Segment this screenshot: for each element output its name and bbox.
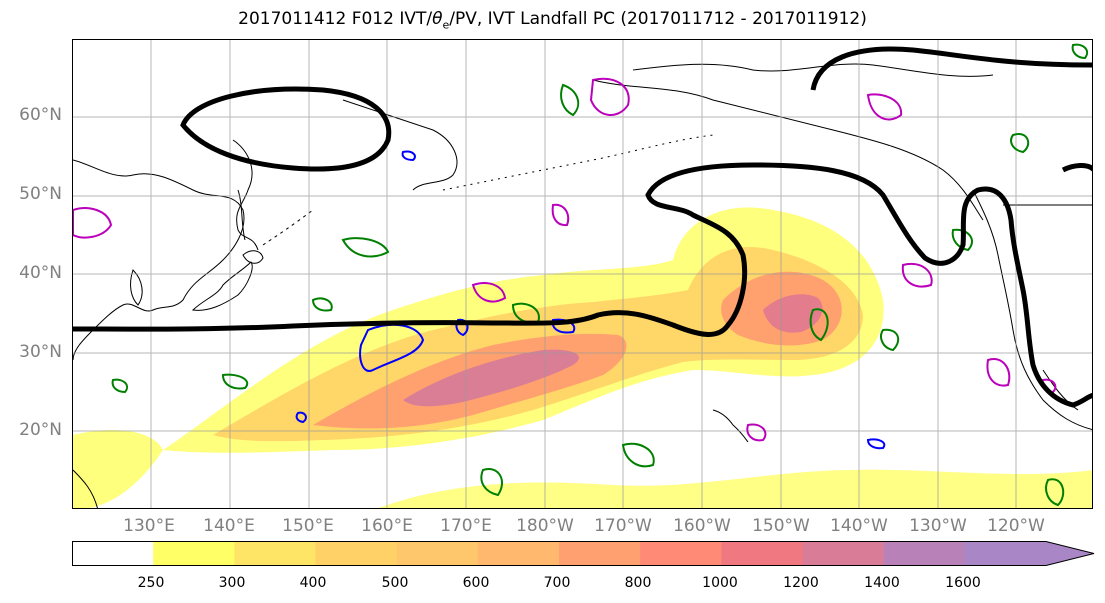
lon-label-170w: 170°W (594, 516, 652, 536)
pv-positive-contour (295, 411, 307, 424)
theta-e-contour (1045, 478, 1065, 507)
pv-negative-contour (589, 77, 630, 116)
ivt-250-south (73, 430, 163, 508)
colorbar-tick-500: 500 (381, 575, 409, 591)
pv-positive-contour (866, 438, 886, 450)
lon-label-140w: 140°W (830, 516, 888, 536)
ivt-shading (73, 207, 1092, 508)
pv-positive-contour (401, 150, 416, 162)
colorbar-tick-1200: 1200 (783, 575, 819, 591)
lat-label-30n: 30°N (19, 342, 62, 362)
alaska-coast (592, 79, 984, 221)
ivt-250-southbelt (378, 469, 1092, 508)
ivt-pc-contour-kamchatka (180, 86, 392, 172)
lon-label-160w: 160°W (673, 516, 731, 536)
philippines (73, 469, 98, 508)
bering-alaska-coast (342, 99, 458, 191)
theta-e-contour (221, 373, 249, 390)
map-panel[interactable] (72, 39, 1093, 509)
colorbar-tick-700: 700 (543, 575, 571, 591)
asia-coastline (73, 159, 245, 361)
hawaii-islands (712, 409, 749, 443)
theta-e-contour (621, 442, 655, 468)
colorbar-segment (315, 541, 398, 566)
pv-negative-contour (73, 207, 113, 239)
pv-negative-contour (551, 203, 570, 227)
theta-e-contour (341, 237, 390, 258)
colorbar (72, 541, 1095, 566)
colorbar-segment (72, 541, 154, 566)
lon-label-160e: 160°E (361, 516, 413, 536)
ivt-1200-east (763, 294, 823, 333)
lon-label-130w: 130°W (909, 516, 967, 536)
lon-label-130e: 130°E (123, 516, 175, 536)
lon-label-150e: 150°E (282, 516, 334, 536)
colorbar-tick-250: 250 (137, 575, 165, 591)
theta-e-contour (809, 308, 829, 342)
lat-label-40n: 40°N (19, 263, 62, 283)
aleutian-islands (442, 134, 714, 191)
colorbar-segment (396, 541, 479, 566)
theta-e-contour (111, 378, 129, 394)
colorbar-tick-1600: 1600 (945, 575, 981, 591)
ivt-pc-contour-arctic (810, 46, 1092, 91)
colorbar-segment (559, 541, 641, 566)
lat-label-20n: 20°N (19, 420, 62, 440)
theta-e-contour (1071, 43, 1089, 60)
colorbar-tick-300: 300 (218, 575, 246, 591)
japan-hokkaido (242, 250, 264, 264)
ivt-1200-core (403, 349, 579, 407)
lon-label-150w: 150°W (752, 516, 810, 536)
colorbar-segment (234, 541, 316, 566)
lon-label-120w: 120°W (987, 516, 1045, 536)
coastlines (73, 63, 1092, 508)
colorbar-segment (640, 541, 722, 566)
pv-negative-contour (746, 423, 767, 442)
ivt-pc-contour-main (73, 162, 1092, 408)
theta-e-contour (880, 328, 900, 352)
theta-e-contour (311, 297, 333, 312)
colorbar-segment (802, 541, 885, 566)
colorbar-segment (477, 541, 560, 566)
colorbar-tick-800: 800 (624, 575, 652, 591)
colorbar-segment (153, 541, 235, 566)
north-america-coast (972, 189, 1092, 430)
pv-negative-contour (866, 93, 903, 121)
colorbar-tick-400: 400 (299, 575, 327, 591)
ivt-pc-contours (73, 46, 1092, 408)
pv-negative-contours (73, 77, 1057, 442)
lon-label-140e: 140°E (203, 516, 255, 536)
lat-label-60n: 60°N (19, 105, 62, 125)
arctic-coast (632, 63, 994, 77)
kuril-islands (262, 209, 314, 246)
sakhalin (237, 189, 246, 241)
pv-positive-contour (359, 323, 425, 372)
map-svg (73, 40, 1092, 508)
pv-negative-contour (471, 282, 507, 303)
theta-e-contour (560, 83, 580, 117)
gridlines (73, 40, 1092, 508)
lon-label-170e: 170°E (440, 516, 492, 536)
lon-label-180w: 180°W (516, 516, 574, 536)
colorbar-tick-1000: 1000 (702, 575, 738, 591)
theta-e-contour (1010, 133, 1030, 154)
baja-california (1042, 369, 1079, 411)
theta-e-contour (480, 468, 503, 497)
colorbar-tick-600: 600 (462, 575, 490, 591)
colorbar-tick-1400: 1400 (864, 575, 900, 591)
colorbar-extend-arrow (964, 541, 1094, 566)
ivt-pc-contour-east (1061, 163, 1092, 173)
pv-negative-contour (986, 358, 1011, 387)
map-title: 2017011412 F012 IVT/θe/PV, IVT Landfall … (238, 9, 867, 32)
lat-label-50n: 50°N (19, 184, 62, 204)
pv-negative-contour (901, 262, 933, 288)
colorbar-segment (883, 541, 966, 566)
japan-honshu (191, 261, 253, 311)
colorbar-segment (721, 541, 803, 566)
korea-coast (130, 269, 143, 306)
